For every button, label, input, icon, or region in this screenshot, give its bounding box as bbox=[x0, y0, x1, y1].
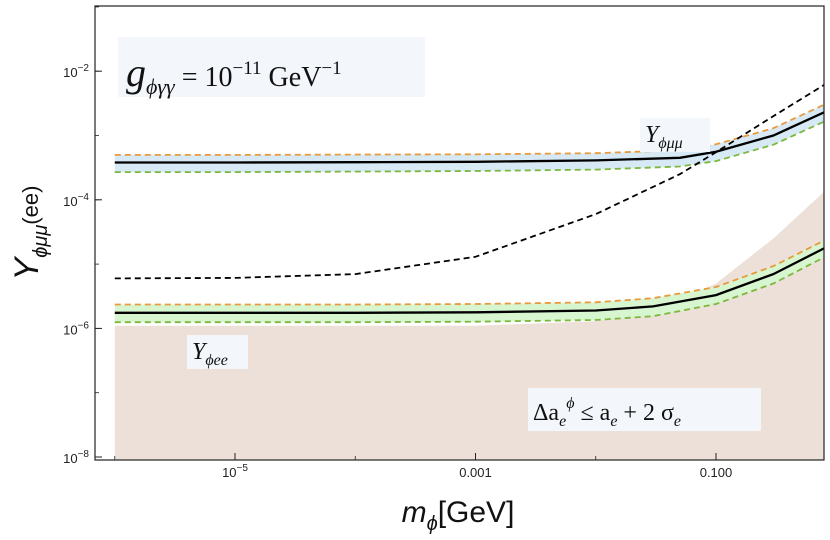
constraint-delta: Δa bbox=[533, 400, 559, 426]
constraint-label-box bbox=[528, 388, 761, 431]
y-axis-label-rest: (ee) bbox=[18, 186, 43, 225]
constraint-sub1: e bbox=[559, 413, 566, 430]
coupling-annotation-box bbox=[118, 37, 425, 97]
yee-label-main: Y bbox=[192, 339, 208, 365]
coupling-eq: = 10 bbox=[175, 62, 233, 93]
uncertainty-band-0 bbox=[114, 104, 824, 173]
series-line-5 bbox=[114, 256, 824, 324]
ymumu-label-box bbox=[640, 118, 710, 152]
x-axis-label: mϕ[GeV] bbox=[402, 496, 515, 535]
series-line-0 bbox=[114, 111, 824, 164]
x-tick-label-1: 0.001 bbox=[459, 465, 492, 480]
coupling-annotation: gϕγγ = 10−11 GeV−1 bbox=[126, 50, 342, 99]
plot-frame bbox=[94, 5, 825, 461]
constraint-sub2: e bbox=[610, 413, 617, 430]
coupling-exp1: −11 bbox=[233, 58, 262, 79]
coupling-sub: ϕγγ bbox=[146, 74, 176, 99]
constraint-sup: ϕ bbox=[566, 395, 574, 412]
constraint-rel: ≤ a bbox=[574, 400, 610, 426]
coupling-unit: GeV bbox=[262, 62, 322, 93]
y-tick-label-0: 10−8 bbox=[63, 449, 89, 466]
yee-label: Yϕee bbox=[192, 339, 228, 369]
x-tick-label-2: 0.100 bbox=[700, 465, 733, 480]
x-tick-label-0: 10−5 bbox=[222, 463, 248, 480]
y-tick-label-3: 10−2 bbox=[63, 63, 89, 80]
yee-label-sub: ϕee bbox=[205, 352, 227, 369]
series-line-3 bbox=[114, 247, 824, 314]
y-axis-label-main: Y bbox=[8, 255, 46, 280]
x-axis-label-main: m bbox=[402, 496, 427, 529]
y-axis-label-sub: ϕμμ bbox=[30, 225, 52, 258]
y-tick-label-2: 10−4 bbox=[63, 192, 89, 209]
y-tick-label-1: 10−6 bbox=[63, 320, 89, 337]
constraint-label: Δaeϕ ≤ ae + 2 σe bbox=[533, 395, 681, 430]
coupling-exp2: −1 bbox=[321, 58, 341, 79]
constraint-sub3: e bbox=[674, 413, 681, 430]
constraint-plus: + 2 σ bbox=[617, 400, 674, 426]
series-line-6 bbox=[114, 83, 824, 280]
ymumu-label-sub: ϕμμ bbox=[658, 135, 682, 152]
x-axis-label-rest: [GeV] bbox=[438, 496, 515, 529]
series-line-4 bbox=[114, 239, 824, 306]
uncertainty-band-1 bbox=[114, 240, 824, 323]
x-axis-label-sub: ϕ bbox=[427, 513, 438, 535]
ymumu-label-main: Y bbox=[645, 122, 661, 148]
ymumu-label: Yϕμμ bbox=[645, 122, 683, 152]
yee-label-box bbox=[187, 335, 248, 369]
y-axis-label: Yϕμμ(ee) bbox=[8, 186, 52, 281]
coupling-g: g bbox=[126, 50, 146, 95]
